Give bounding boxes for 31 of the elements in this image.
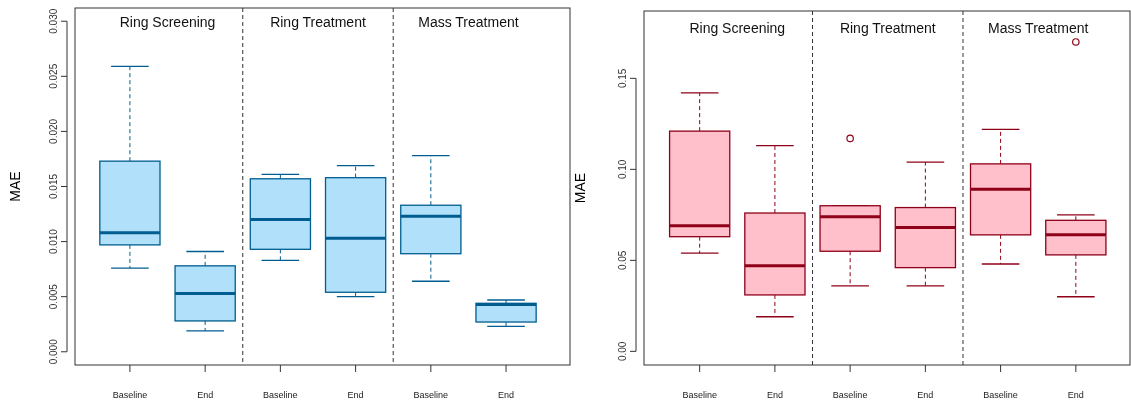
annotation: Mass Treatment — [988, 20, 1089, 36]
annotation: Ring Treatment — [839, 20, 936, 36]
x-tick-label: Baseline — [112, 390, 148, 400]
x-tick-label: End — [197, 390, 214, 400]
x-tick-label: End — [498, 390, 515, 400]
y-tick-label: 0.000 — [47, 338, 59, 365]
y-tick-label: 0.05 — [616, 250, 628, 271]
x-tick-label: End — [1067, 390, 1084, 400]
y-tick-label: 0.015 — [47, 173, 59, 200]
annotation: Ring Screening — [689, 20, 786, 36]
x-tick-label: Baseline — [983, 390, 1018, 400]
x-tick-label: Baseline — [832, 390, 868, 400]
annotation: Mass Treatment — [418, 14, 519, 30]
x-tick-label: Baseline — [413, 390, 449, 400]
x-tick-label: Baseline — [682, 390, 717, 400]
x-tick-label: End — [766, 390, 783, 400]
y-axis-title: MAE — [7, 171, 23, 202]
y-tick-label: 0.10 — [616, 159, 628, 180]
y-tick-label: 0.00 — [616, 341, 628, 362]
y-tick-label: 0.010 — [47, 228, 59, 255]
y-tick-label: 0.030 — [47, 8, 59, 34]
x-tick-label: Baseline — [263, 390, 298, 400]
y-tick-label: 0.15 — [616, 68, 628, 89]
x-tick-label: End — [347, 390, 364, 400]
x-tick-label: End — [917, 390, 934, 400]
y-tick-label: 0.025 — [47, 63, 59, 89]
y-tick-label: 0.020 — [47, 118, 59, 144]
annotation: Ring Screening — [119, 14, 216, 30]
annotation: Ring Treatment — [270, 14, 366, 30]
y-tick-label: 0.005 — [47, 283, 59, 310]
y-axis-title: MAE — [572, 172, 588, 204]
